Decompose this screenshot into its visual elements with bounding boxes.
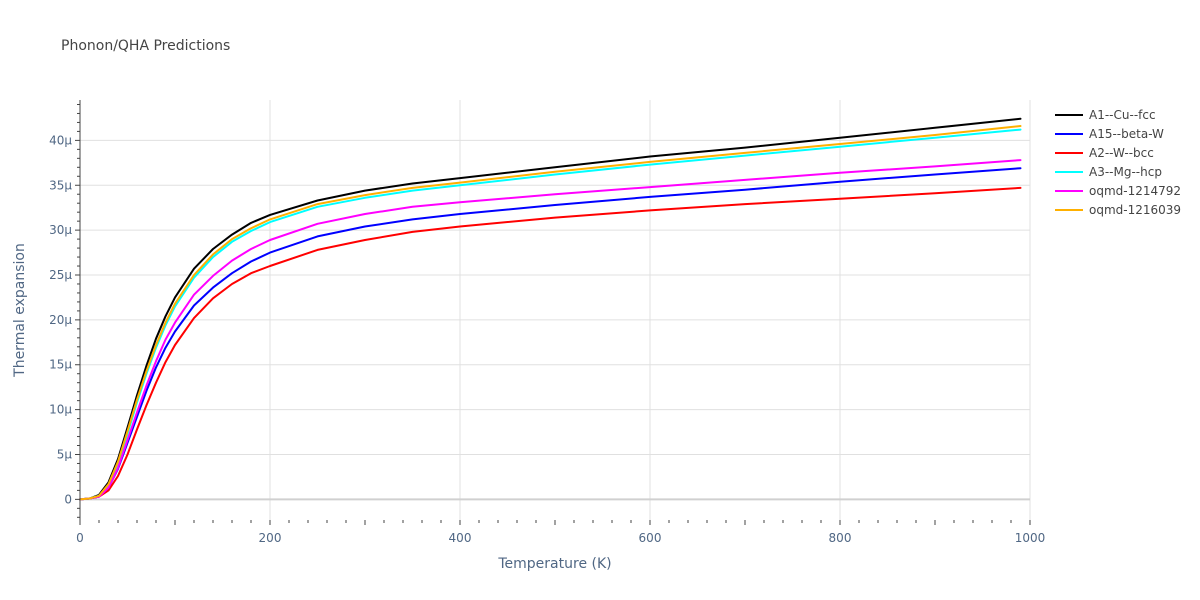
x-tick-label: 800 — [829, 531, 852, 545]
y-tick-label: 40µ — [49, 133, 72, 147]
y-tick-label: 10µ — [49, 403, 72, 417]
x-tick-label: 400 — [449, 531, 472, 545]
legend-item[interactable]: A15--beta-W — [1055, 127, 1164, 141]
legend-item[interactable]: oqmd-1214792 — [1055, 184, 1181, 198]
y-axis-title: Thermal expansion — [12, 243, 28, 378]
series-line-oqmd-1214792 — [79, 159, 1022, 501]
y-tick-labels: 0 5µ 10µ 15µ 20µ 25µ 30µ 35µ 40µ — [49, 133, 72, 506]
chart-title: Phonon/QHA Predictions — [61, 38, 230, 54]
axes — [75, 100, 1031, 525]
legend-item[interactable]: A2--W--bcc — [1055, 146, 1154, 160]
y-tick-label: 5µ — [57, 447, 73, 461]
legend-label: A1--Cu--fcc — [1089, 108, 1156, 122]
series-line-oqmd-1216039 — [79, 125, 1022, 501]
legend-item[interactable]: oqmd-1216039 — [1055, 203, 1181, 217]
x-tick-label: 1000 — [1015, 531, 1046, 545]
y-tick-label: 25µ — [49, 268, 72, 282]
x-tick-label: 200 — [259, 531, 282, 545]
y-tick-label: 35µ — [49, 178, 72, 192]
legend: A1--Cu--fcc A15--beta-W A2--W--bcc A3--Mg--… — [1055, 108, 1181, 217]
x-axis-title: Temperature (K) — [497, 556, 611, 572]
y-tick-label: 20µ — [49, 313, 72, 327]
grid — [80, 100, 1031, 520]
legend-label: oqmd-1214792 — [1089, 184, 1181, 198]
y-tick-label: 15µ — [49, 358, 72, 372]
legend-item[interactable]: A3--Mg--hcp — [1055, 165, 1162, 179]
legend-label: oqmd-1216039 — [1089, 203, 1181, 217]
series-lines — [79, 117, 1022, 501]
x-tick-label: 600 — [639, 531, 662, 545]
x-tick-labels: 0 200 400 600 800 1000 — [76, 531, 1045, 545]
legend-label: A15--beta-W — [1089, 127, 1164, 141]
y-tick-label: 30µ — [49, 223, 72, 237]
x-tick-label: 0 — [76, 531, 84, 545]
legend-label: A3--Mg--hcp — [1089, 165, 1162, 179]
legend-label: A2--W--bcc — [1089, 146, 1154, 160]
y-tick-label: 0 — [64, 492, 72, 506]
legend-item[interactable]: A1--Cu--fcc — [1055, 108, 1156, 122]
series-line-A2--W--bcc — [79, 186, 1022, 501]
